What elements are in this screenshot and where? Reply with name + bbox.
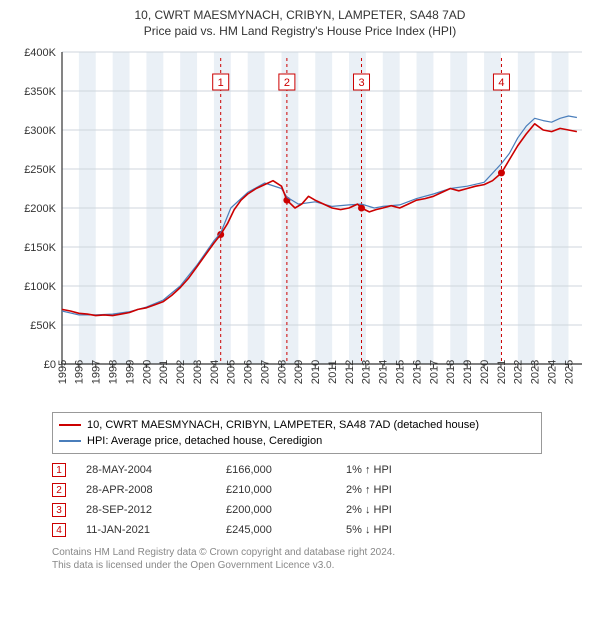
event-price: £210,000 [226, 480, 346, 500]
svg-text:£400K: £400K [24, 47, 56, 59]
event-marker-icon: 3 [52, 503, 66, 517]
legend-label: HPI: Average price, detached house, Cere… [87, 435, 322, 447]
svg-text:£50K: £50K [30, 320, 56, 332]
legend-label: 10, CWRT MAESMYNACH, CRIBYN, LAMPETER, S… [87, 419, 479, 431]
event-row: 2 28-APR-2008£210,0002% ↑ HPI [52, 480, 542, 500]
svg-text:2: 2 [284, 77, 290, 89]
attribution-line: This data is licensed under the Open Gov… [52, 559, 542, 572]
svg-text:£250K: £250K [24, 164, 56, 176]
event-date: 28-MAY-2004 [86, 460, 226, 480]
svg-text:1: 1 [218, 77, 224, 89]
attribution: Contains HM Land Registry data © Crown c… [52, 546, 542, 572]
event-delta: 2% ↓ HPI [346, 500, 542, 520]
svg-text:£150K: £150K [24, 242, 56, 254]
event-delta: 1% ↑ HPI [346, 460, 542, 480]
svg-text:3: 3 [358, 77, 364, 89]
legend-item: HPI: Average price, detached house, Cere… [59, 433, 535, 449]
event-price: £166,000 [226, 460, 346, 480]
event-row: 4 11-JAN-2021£245,0005% ↓ HPI [52, 520, 542, 540]
legend: 10, CWRT MAESMYNACH, CRIBYN, LAMPETER, S… [52, 412, 542, 454]
legend-swatch [59, 440, 81, 442]
event-row: 3 28-SEP-2012£200,0002% ↓ HPI [52, 500, 542, 520]
chart-area: £0 £50K £100K £150K £200K £250K £300K £350K £400… [10, 44, 590, 404]
svg-text:4: 4 [498, 77, 504, 89]
svg-text:£200K: £200K [24, 203, 56, 215]
svg-text:£350K: £350K [24, 86, 56, 98]
event-marker-icon: 1 [52, 463, 66, 477]
svg-text:£100K: £100K [24, 281, 56, 293]
svg-text:£0: £0 [44, 359, 56, 371]
legend-swatch [59, 424, 81, 426]
event-marker-icon: 4 [52, 523, 66, 537]
events-table: 1 28-MAY-2004£166,0001% ↑ HPI 2 28-APR-2008… [52, 460, 542, 540]
legend-item: 10, CWRT MAESMYNACH, CRIBYN, LAMPETER, S… [59, 417, 535, 433]
event-date: 28-SEP-2012 [86, 500, 226, 520]
svg-text:£300K: £300K [24, 125, 56, 137]
event-date: 28-APR-2008 [86, 480, 226, 500]
event-price: £245,000 [226, 520, 346, 540]
chart-title: 10, CWRT MAESMYNACH, CRIBYN, LAMPETER, S… [10, 8, 590, 22]
chart-svg: £0 £50K £100K £150K £200K £250K £300K £350K £400… [10, 44, 590, 404]
chart-container: 10, CWRT MAESMYNACH, CRIBYN, LAMPETER, S… [0, 0, 600, 580]
attribution-line: Contains HM Land Registry data © Crown c… [52, 546, 542, 559]
event-delta: 5% ↓ HPI [346, 520, 542, 540]
chart-subtitle: Price paid vs. HM Land Registry's House … [10, 24, 590, 38]
title-block: 10, CWRT MAESMYNACH, CRIBYN, LAMPETER, S… [10, 8, 590, 38]
event-row: 1 28-MAY-2004£166,0001% ↑ HPI [52, 460, 542, 480]
event-delta: 2% ↑ HPI [346, 480, 542, 500]
event-marker-icon: 2 [52, 483, 66, 497]
event-price: £200,000 [226, 500, 346, 520]
event-date: 11-JAN-2021 [86, 520, 226, 540]
